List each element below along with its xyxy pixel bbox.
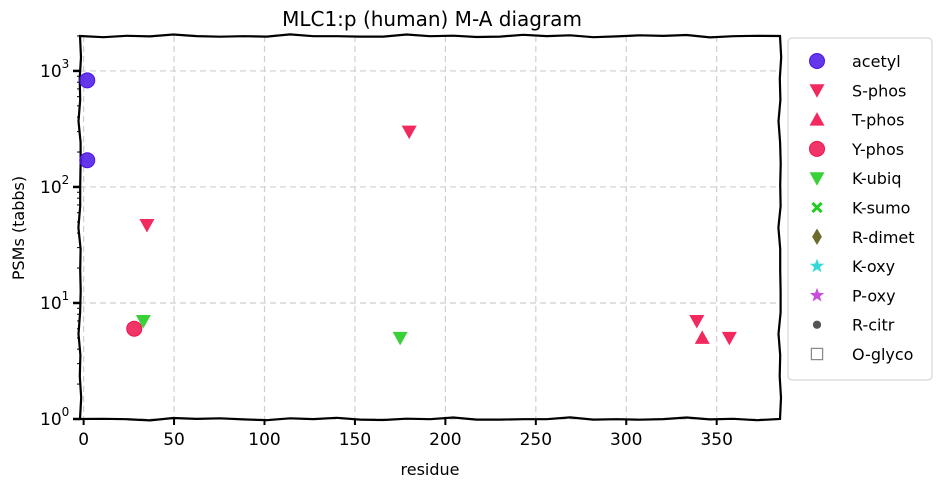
- legend-label: P-oxy: [852, 286, 896, 305]
- y-tick-label: 102: [40, 173, 69, 198]
- legend-item: T-phos: [809, 111, 905, 130]
- x-tick-label: 50: [163, 430, 185, 450]
- legend-marker-s-phos: [809, 84, 825, 98]
- legend: acetyl S-phos T-phos Y-phos K-ubiq K-sumo R-di…: [787, 37, 933, 381]
- data-point-s-phos: [689, 314, 705, 329]
- grid: [80, 36, 780, 420]
- legend-label: R-citr: [852, 316, 895, 335]
- legend-marker-r-dimet: [812, 228, 822, 246]
- legend-marker-t-phos: [809, 112, 825, 126]
- x-tick-label: 100: [248, 430, 280, 450]
- legend-marker-k-oxy: [809, 258, 825, 273]
- x-tick-label: 300: [610, 430, 642, 450]
- legend-label: K-ubiq: [852, 169, 901, 188]
- legend-label: Y-phos: [851, 140, 904, 159]
- data-point-acetyl: [79, 72, 96, 89]
- y-tick-label: 100: [40, 405, 69, 430]
- x-tick-label: 350: [700, 430, 732, 450]
- data-point-s-phos: [401, 125, 417, 140]
- y-tick-label: 103: [40, 57, 69, 82]
- data-point-k-ubiq: [135, 314, 151, 329]
- data-point-s-phos: [721, 331, 737, 346]
- x-axis: 0 50 100 150 200 250 300 350: [78, 419, 733, 450]
- y-axis: 100 101 102 103: [40, 35, 80, 430]
- x-tick-label: 200: [429, 430, 461, 450]
- data-point-y-phos: [126, 320, 143, 337]
- plot-frame: [77, 33, 783, 422]
- legend-item: R-dimet: [812, 228, 915, 247]
- legend-item: K-sumo: [811, 199, 910, 218]
- x-tick-label: 150: [339, 430, 371, 450]
- legend-marker-y-phos: [809, 140, 825, 157]
- legend-item: acetyl: [809, 52, 901, 71]
- x-tick-label: 0: [78, 430, 89, 450]
- y-tick-label: 101: [40, 289, 69, 314]
- y-axis-label: PSMs (tabbs): [9, 176, 28, 280]
- legend-item: R-citr: [812, 316, 895, 335]
- legend-box: [787, 37, 933, 381]
- data-point-s-phos: [139, 218, 155, 233]
- data-points: [79, 72, 737, 346]
- chart-title: MLC1:p (human) M-A diagram: [282, 7, 582, 31]
- legend-item: K-oxy: [809, 257, 895, 276]
- legend-item: P-oxy: [809, 286, 896, 305]
- legend-marker-p-oxy: [809, 287, 825, 302]
- legend-label: O-glyco: [852, 345, 913, 364]
- legend-marker-o-glyco: [810, 347, 824, 361]
- legend-label: R-dimet: [852, 228, 915, 247]
- x-tick-label: 250: [520, 430, 552, 450]
- x-axis-label: residue: [401, 460, 460, 479]
- data-point-k-ubiq: [392, 331, 408, 346]
- legend-marker-k-ubiq: [809, 172, 825, 186]
- legend-marker-k-sumo: [811, 201, 823, 214]
- legend-label: acetyl: [852, 52, 901, 71]
- legend-label: S-phos: [852, 81, 906, 100]
- legend-item: K-ubiq: [809, 169, 901, 188]
- data-point-acetyl: [79, 152, 96, 169]
- legend-item: Y-phos: [809, 140, 904, 159]
- legend-label: T-phos: [851, 111, 905, 130]
- legend-item: S-phos: [809, 81, 906, 100]
- legend-item: O-glyco: [810, 345, 913, 364]
- legend-marker-r-citr: [812, 320, 822, 329]
- legend-marker-acetyl: [809, 53, 825, 69]
- legend-label: K-sumo: [852, 199, 910, 218]
- data-point-t-phos: [694, 330, 710, 344]
- legend-label: K-oxy: [852, 257, 895, 276]
